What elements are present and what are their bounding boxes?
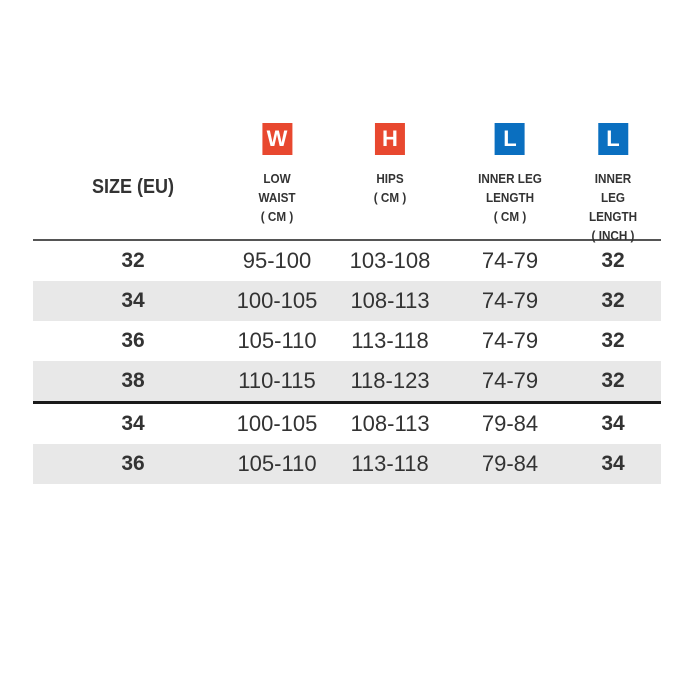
column-header-label: LENGTH bbox=[588, 209, 638, 224]
table-cell: 113-118 bbox=[351, 328, 429, 353]
table-cell: 74-79 bbox=[481, 288, 539, 313]
table-row: 36 105-110 113-118 74-79 32 bbox=[33, 321, 661, 361]
column-header-label: HIPS bbox=[376, 171, 404, 186]
measure-badge-icon: H bbox=[374, 123, 405, 155]
measure-badge-icon: L bbox=[494, 123, 525, 155]
measure-badge-icon: L bbox=[597, 123, 628, 155]
table-cell: 110-115 bbox=[238, 368, 316, 393]
table-cell: 108-113 bbox=[350, 288, 430, 313]
table-cell: 95-100 bbox=[242, 248, 312, 273]
column-header-label: INNER LEG bbox=[478, 171, 542, 186]
table-cell: 34 bbox=[121, 289, 145, 312]
table-cell: 100-105 bbox=[236, 411, 318, 436]
column-header-label: ( CM ) bbox=[260, 209, 294, 224]
table-cell: 34 bbox=[601, 452, 625, 475]
table-row: 34 100-105 108-113 74-79 32 bbox=[33, 281, 661, 321]
table-cell: 74-79 bbox=[481, 368, 539, 393]
column-header: L INNER LEG LENGTH ( CM ) bbox=[475, 123, 546, 226]
table-cell: 79-84 bbox=[481, 411, 539, 436]
column-header-label: LENGTH bbox=[485, 190, 535, 205]
size-chart-table: SIZE (EU) W LOW WAIST ( CM ) H HIPS ( CM ) L INN… bbox=[33, 120, 661, 484]
table-cell: 36 bbox=[121, 452, 145, 475]
table-cell: 105-110 bbox=[237, 451, 317, 476]
column-header-label: INNER LEG bbox=[594, 171, 632, 205]
table-header: SIZE (EU) W LOW WAIST ( CM ) H HIPS ( CM ) L INN… bbox=[33, 120, 661, 243]
column-header-label: WAIST bbox=[258, 190, 296, 205]
table-cell: 32 bbox=[601, 289, 625, 312]
measure-badge-icon: W bbox=[261, 123, 292, 155]
table-cell: 32 bbox=[601, 249, 625, 272]
column-header-label: LOW bbox=[263, 171, 291, 186]
size-column-header: SIZE (EU) bbox=[91, 176, 175, 198]
table-cell: 74-79 bbox=[481, 248, 539, 273]
table-cell: 105-110 bbox=[237, 328, 317, 353]
table-cell: 34 bbox=[601, 412, 625, 435]
table-row: 32 95-100 103-108 74-79 32 bbox=[33, 241, 661, 281]
table-cell: 108-113 bbox=[350, 411, 430, 436]
table-cell: 79-84 bbox=[481, 451, 539, 476]
table-cell: 103-108 bbox=[349, 248, 431, 273]
table-cell: 74-79 bbox=[481, 328, 539, 353]
column-header-label: ( INCH ) bbox=[591, 228, 635, 243]
group-divider bbox=[33, 401, 661, 404]
table-cell: 32 bbox=[121, 249, 145, 272]
column-header: H HIPS ( CM ) bbox=[372, 123, 408, 207]
table-row: 36 105-110 113-118 79-84 34 bbox=[33, 444, 661, 484]
table-cell: 118-123 bbox=[350, 368, 430, 393]
table-cell: 32 bbox=[601, 369, 625, 392]
table-cell: 34 bbox=[121, 412, 145, 435]
table-cell: 32 bbox=[601, 329, 625, 352]
table-cell: 113-118 bbox=[351, 451, 429, 476]
table-cell: 100-105 bbox=[236, 288, 318, 313]
column-header: L INNER LEG LENGTH ( INCH ) bbox=[586, 123, 639, 245]
table-cell: 36 bbox=[121, 329, 145, 352]
column-header-label: ( CM ) bbox=[493, 209, 527, 224]
table-cell: 38 bbox=[121, 369, 145, 392]
table-row: 34 100-105 108-113 79-84 34 bbox=[33, 404, 661, 444]
column-header-label: ( CM ) bbox=[373, 190, 407, 205]
table-row: 38 110-115 118-123 74-79 32 bbox=[33, 361, 661, 401]
column-header: W LOW WAIST ( CM ) bbox=[256, 123, 297, 226]
